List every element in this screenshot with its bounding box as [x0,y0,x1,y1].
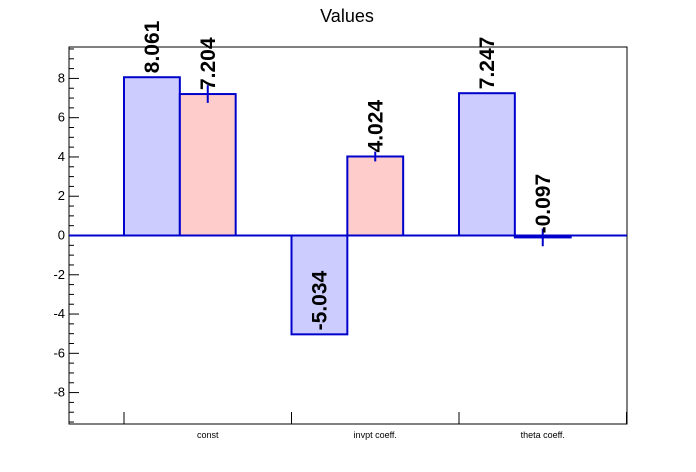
data-label: -0.097 [532,174,555,234]
y-tick-label: -6 [53,345,65,360]
x-category-label: const [197,430,219,440]
y-tick-label: 8 [58,70,65,85]
bar [123,76,181,237]
bar [290,234,349,336]
data-label: 8.061 [141,20,164,73]
bar [458,92,516,237]
y-tick-label: -8 [53,385,65,400]
bars [69,76,627,336]
x-category-label: invpt coeff. [354,430,397,440]
bar [178,93,237,237]
y-tick-label: 2 [58,188,65,203]
y-axis: -8 -6 -4 -2 0 2 4 6 8 [53,48,79,423]
chart-title: Values [320,6,374,26]
x-axis: const invpt coeff. theta coeff. [123,412,627,440]
y-tick-label: 6 [58,110,65,125]
y-tick-label: 0 [58,228,65,243]
y-tick-label: -4 [53,306,65,321]
y-tick-label: 4 [58,149,65,164]
data-label: 7.247 [476,37,499,90]
y-tick-label: -2 [53,267,65,282]
data-labels: 8.061 -5.034 7.247 7.204 4.024 -0.097 [141,20,555,330]
data-label: 4.024 [364,100,387,153]
bar [346,155,405,237]
x-category-label: theta coeff. [521,430,565,440]
data-label: 7.204 [197,37,220,90]
data-label: -5.034 [308,270,331,330]
